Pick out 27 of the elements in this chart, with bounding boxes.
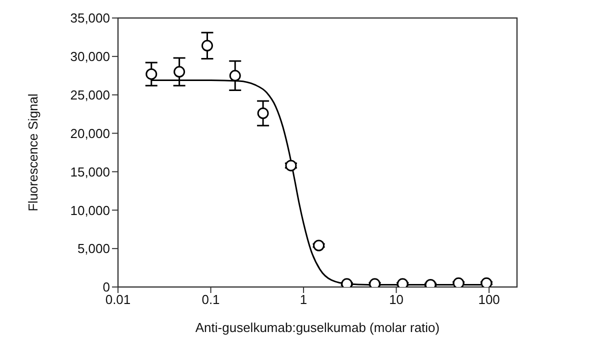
point: [452, 277, 464, 287]
x-tick-label: 1: [300, 292, 308, 308]
y-tick-label: 5,000: [77, 241, 110, 256]
y-tick-label: 30,000: [70, 49, 110, 64]
x-tick-label: 10: [389, 292, 404, 308]
x-tick-label: 100: [478, 292, 500, 308]
x-axis-title: Anti-guselkumab:guselkumab (molar ratio): [195, 320, 440, 335]
point: [174, 66, 186, 78]
y-axis-title: Fluorescence Signal: [26, 94, 41, 212]
point: [396, 278, 408, 287]
y-tick-label: 15,000: [70, 164, 110, 180]
point: [285, 160, 297, 172]
x-tick-label: 0.1: [202, 292, 220, 308]
point: [146, 68, 158, 80]
y-tick-label: 25,000: [70, 87, 110, 102]
y-tick-label: 0: [102, 280, 110, 295]
y-tick-label: 10,000: [70, 202, 110, 218]
point: [341, 278, 353, 287]
y-tick-label: 20,000: [70, 126, 110, 141]
point: [369, 278, 381, 287]
point: [313, 240, 325, 252]
point: [229, 70, 241, 82]
point: [257, 108, 269, 120]
point: [480, 277, 492, 287]
x-tick-label: 0.01: [105, 292, 131, 308]
y-tick-label: 35,000: [70, 10, 110, 26]
point: [201, 40, 213, 52]
